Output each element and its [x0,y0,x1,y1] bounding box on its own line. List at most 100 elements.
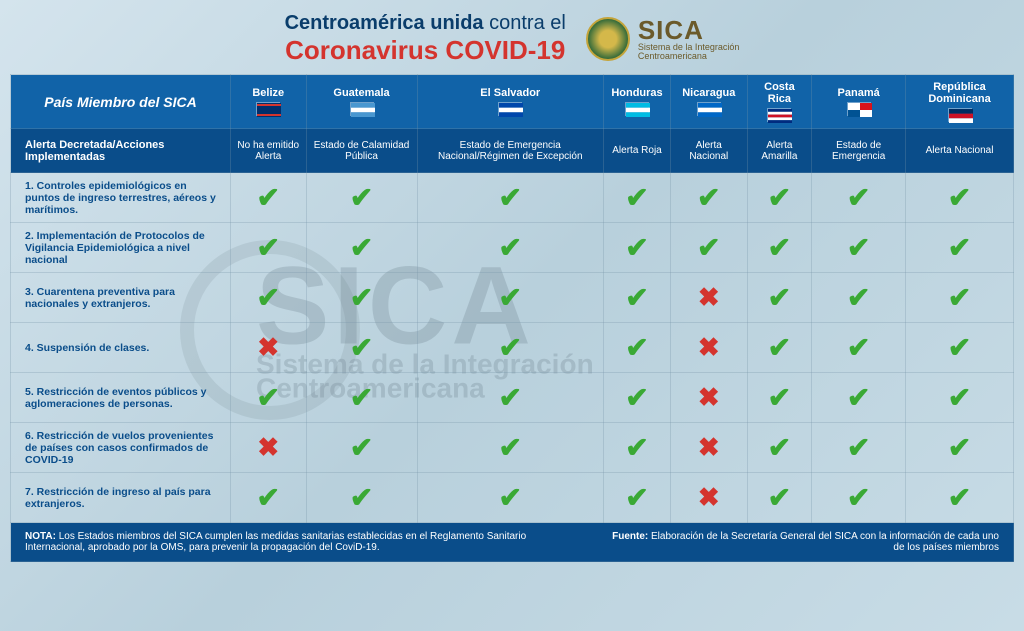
check-cell: ✔ [906,173,1014,223]
check-icon: ✔ [350,432,373,463]
country-name: Nicaragua [682,87,735,99]
country-name: Costa Rica [764,81,795,105]
check-cell: ✔ [812,373,906,423]
alert-label: Alerta Decretada/Acciones Implementadas [11,129,231,173]
flag-icon [625,102,649,116]
check-cell: ✔ [306,473,417,523]
alert-cell: Alerta Roja [604,129,671,173]
check-cell: ✔ [906,473,1014,523]
check-cell: ✔ [306,273,417,323]
check-cell: ✔ [604,273,671,323]
flag-icon [767,108,791,122]
note-label: NOTA: [25,531,56,542]
check-cell: ✔ [812,323,906,373]
check-cell: ✔ [747,473,812,523]
country-header: República Dominicana [906,75,1014,129]
action-label: 3. Cuarentena preventiva para nacionales… [11,273,231,323]
check-cell: ✔ [231,173,307,223]
footer-cell: NOTA: Los Estados miembros del SICA cump… [11,523,1014,562]
cross-cell: ✖ [671,473,748,523]
country-header: El Salvador [417,75,603,129]
note-text: Los Estados miembros del SICA cumplen la… [25,531,526,553]
check-icon: ✔ [625,232,648,263]
country-name: Panamá [838,87,880,99]
title-line1: Centroamérica unida contra el [285,12,566,35]
check-icon: ✔ [257,182,280,213]
check-cell: ✔ [604,323,671,373]
action-label: 1. Controles epidemiológicos en puntos d… [11,173,231,223]
check-icon: ✔ [350,232,373,263]
action-row: 6. Restricción de vuelos provenientes de… [11,423,1014,473]
check-icon: ✔ [768,282,791,313]
check-cell: ✔ [812,273,906,323]
check-cell: ✔ [417,423,603,473]
action-label: 6. Restricción de vuelos provenientes de… [11,423,231,473]
cross-cell: ✖ [671,373,748,423]
alert-cell: Alerta Nacional [671,129,748,173]
check-cell: ✔ [671,173,748,223]
check-cell: ✔ [906,273,1014,323]
check-icon: ✔ [499,232,522,263]
alert-cell: Alerta Nacional [906,129,1014,173]
check-cell: ✔ [747,373,812,423]
flag-icon [498,102,522,116]
title-line2: Coronavirus COVID-19 [285,35,566,66]
check-cell: ✔ [417,473,603,523]
action-row: 5. Restricción de eventos públicos y agl… [11,373,1014,423]
check-icon: ✔ [625,282,648,313]
cross-icon: ✖ [698,382,720,412]
action-row: 2. Implementación de Protocolos de Vigil… [11,223,1014,273]
sica-logo: SICA Sistema de la Integración Centroame… [586,17,740,61]
footer-source: Fuente: Elaboración de la Secretaría Gen… [610,531,999,553]
check-cell: ✔ [906,323,1014,373]
check-icon: ✔ [847,432,870,463]
table-header-row: País Miembro del SICA BelizeGuatemalaEl … [11,75,1014,129]
action-row: 4. Suspensión de clases.✖✔✔✔✖✔✔✔ [11,323,1014,373]
check-cell: ✔ [812,173,906,223]
action-label: 2. Implementación de Protocolos de Vigil… [11,223,231,273]
check-icon: ✔ [625,382,648,413]
check-cell: ✔ [231,223,307,273]
check-icon: ✔ [499,382,522,413]
check-cell: ✔ [812,423,906,473]
cross-icon: ✖ [698,282,720,312]
country-name: República Dominicana [928,81,990,105]
check-icon: ✔ [847,332,870,363]
title-rest: contra el [484,12,566,34]
cross-cell: ✖ [671,273,748,323]
action-row: 3. Cuarentena preventiva para nacionales… [11,273,1014,323]
check-icon: ✔ [625,182,648,213]
check-icon: ✔ [768,432,791,463]
action-label: 7. Restricción de ingreso al país para e… [11,473,231,523]
country-header: Costa Rica [747,75,812,129]
check-icon: ✔ [257,232,280,263]
alert-row: Alerta Decretada/Acciones Implementadas … [11,129,1014,173]
check-cell: ✔ [747,223,812,273]
check-icon: ✔ [847,182,870,213]
check-icon: ✔ [350,332,373,363]
action-body: 1. Controles epidemiológicos en puntos d… [11,173,1014,523]
source-text: Elaboración de la Secretaría General del… [648,531,999,553]
check-icon: ✔ [768,332,791,363]
table-container: País Miembro del SICA BelizeGuatemalaEl … [0,74,1024,562]
country-header: Panamá [812,75,906,129]
check-cell: ✔ [417,273,603,323]
check-cell: ✔ [417,173,603,223]
check-cell: ✔ [231,373,307,423]
check-cell: ✔ [906,223,1014,273]
check-cell: ✔ [747,423,812,473]
flag-icon [697,102,721,116]
title-block: Centroamérica unida contra el Coronaviru… [285,12,566,66]
country-header: Honduras [604,75,671,129]
cross-icon: ✖ [257,332,279,362]
check-cell: ✔ [906,423,1014,473]
flag-icon [256,102,280,116]
check-icon: ✔ [948,232,971,263]
check-icon: ✔ [350,482,373,513]
check-cell: ✔ [306,173,417,223]
action-row: 1. Controles epidemiológicos en puntos d… [11,173,1014,223]
check-icon: ✔ [948,382,971,413]
check-icon: ✔ [257,282,280,313]
country-header: Guatemala [306,75,417,129]
check-icon: ✔ [350,382,373,413]
